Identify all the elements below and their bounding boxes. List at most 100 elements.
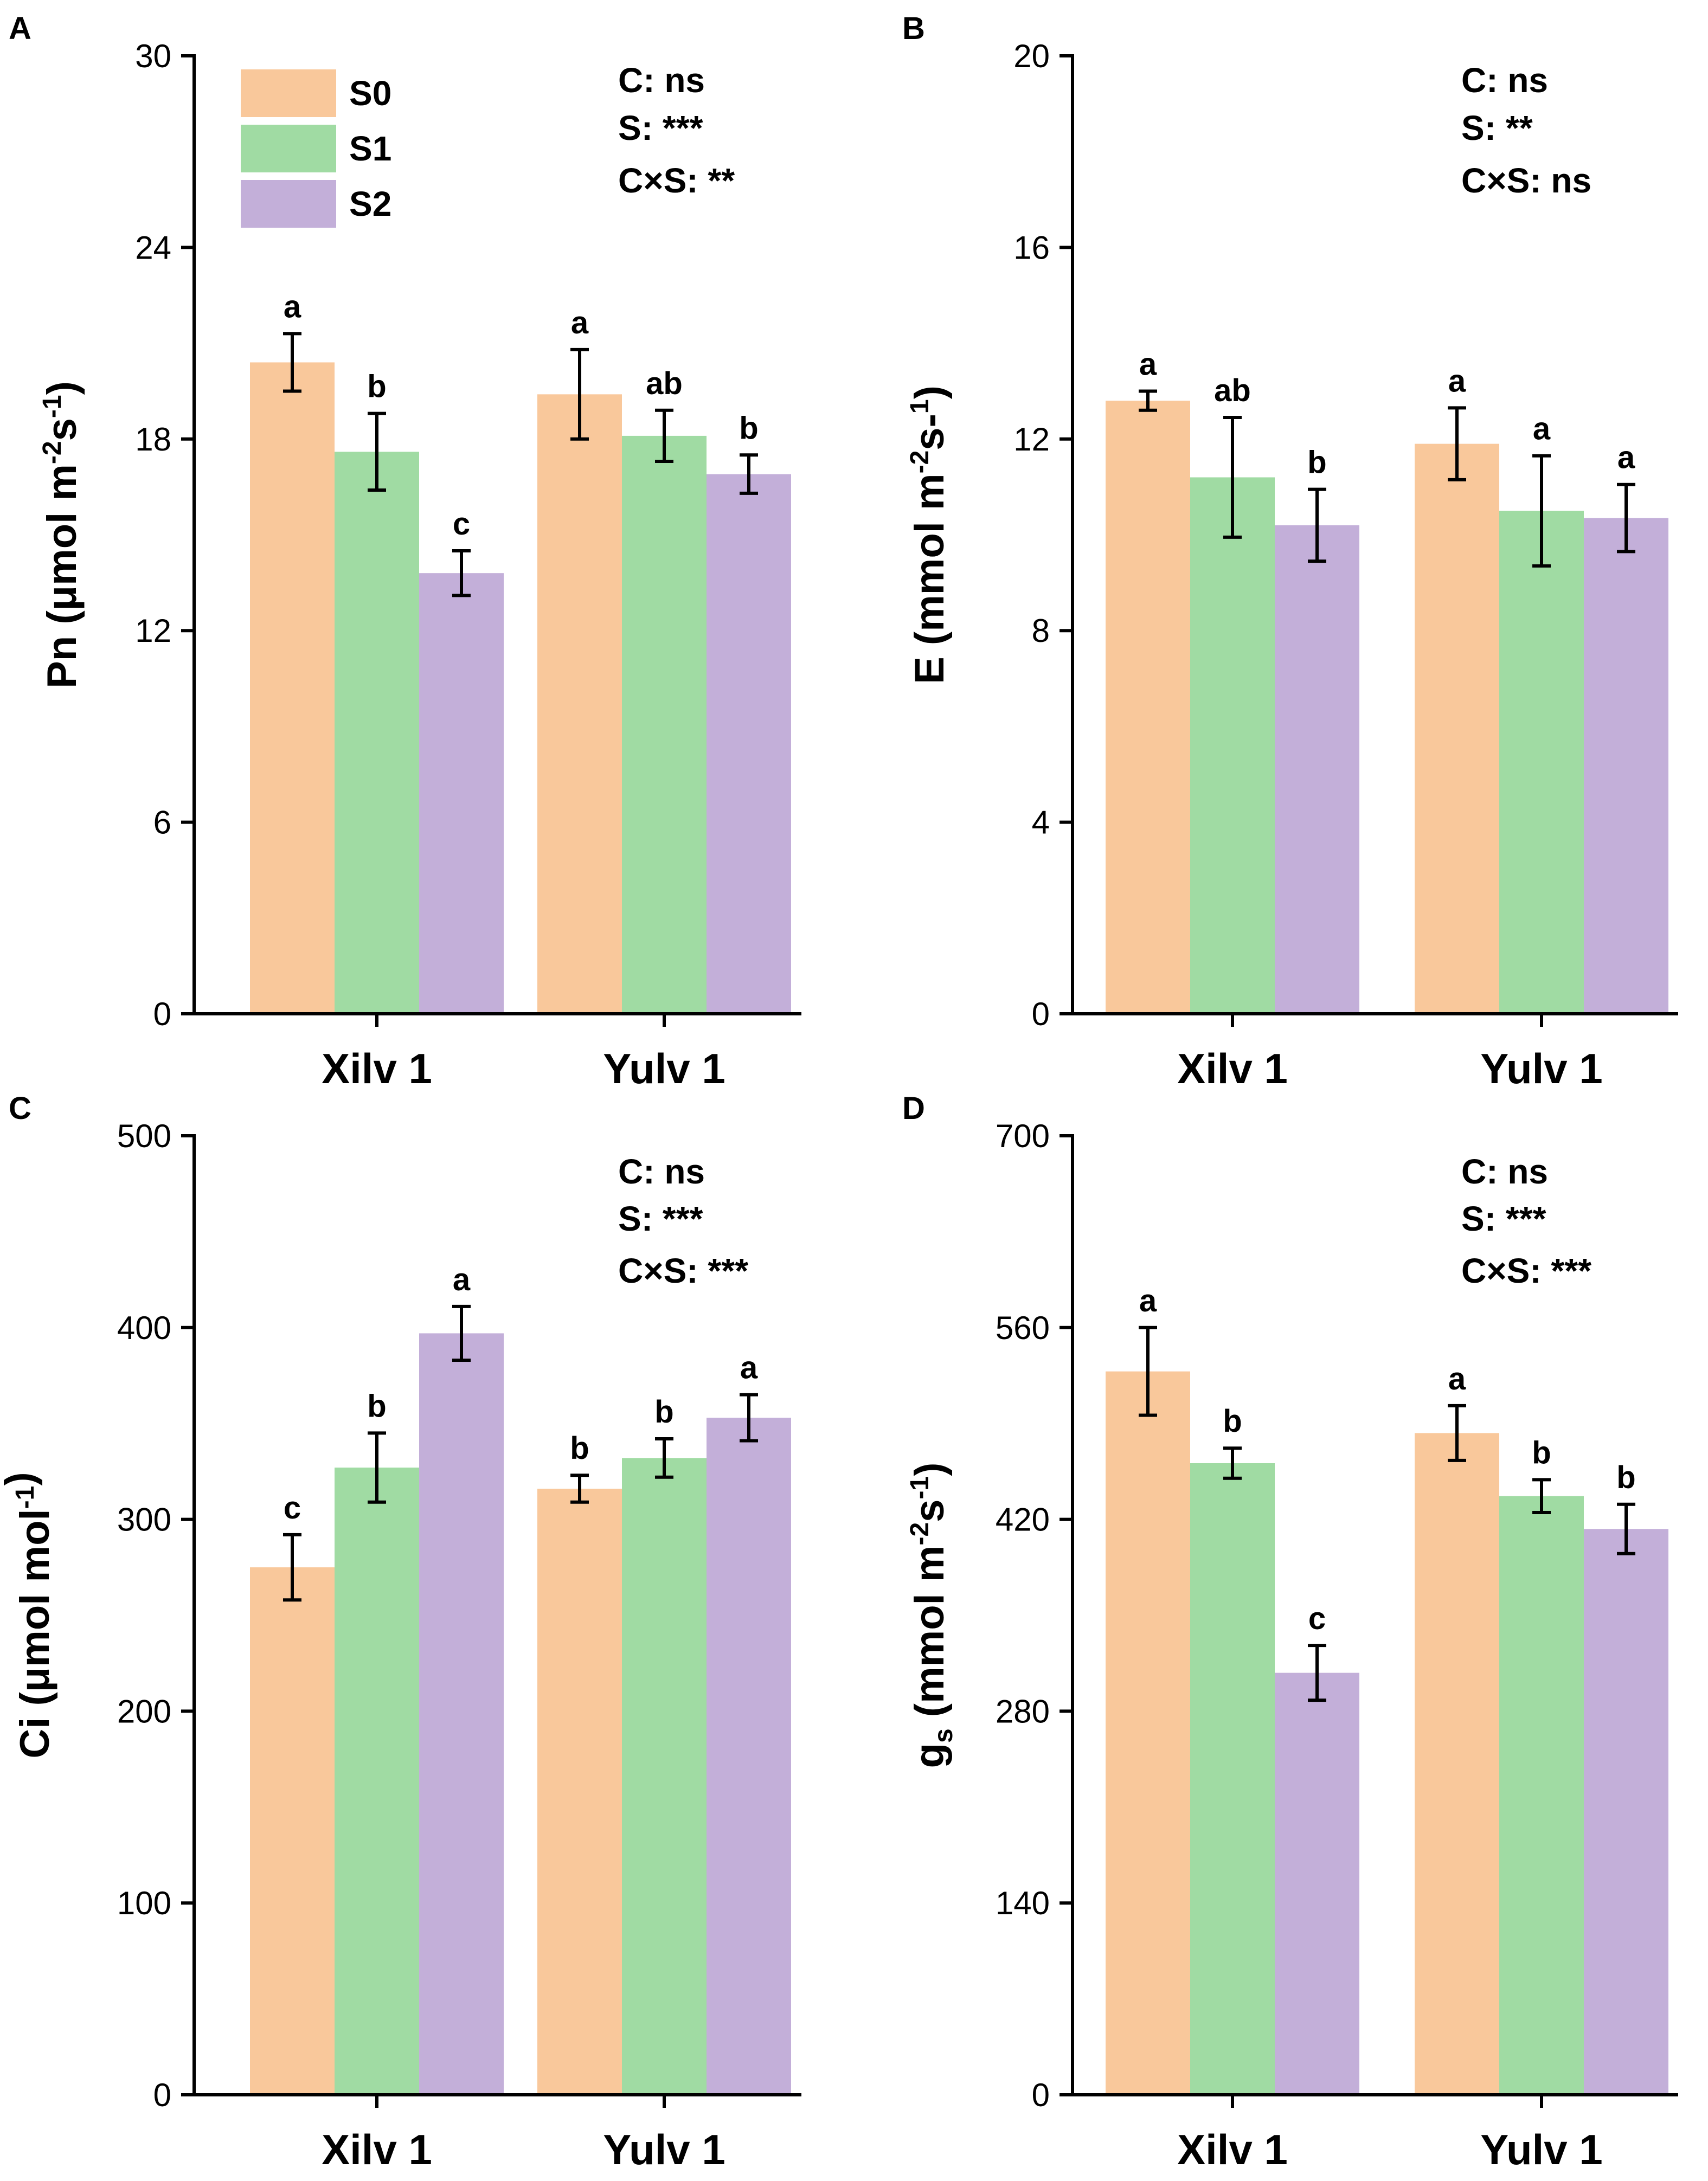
error-bar <box>368 411 386 492</box>
stat-annotation: S: *** <box>618 1199 703 1238</box>
significance-letter: ab <box>646 366 683 401</box>
stat-annotation: S: ** <box>1461 108 1533 147</box>
y-tick-label: 0 <box>153 996 171 1032</box>
error-bar <box>452 1304 471 1362</box>
significance-letter: b <box>1616 1460 1635 1495</box>
y-axis-title-text: ) <box>907 1463 953 1476</box>
bar-s0-yulv1 <box>1415 443 1499 1014</box>
y-axis-title-text: Ci (μmol mol <box>12 1509 58 1758</box>
y-tick-label: 0 <box>153 2077 171 2113</box>
significance-letter: a <box>1448 1361 1466 1397</box>
significance-letter: b <box>739 410 758 446</box>
error-bar <box>740 1393 758 1443</box>
legend-label-s2: S2 <box>349 184 391 223</box>
bar-s1-xilv1 <box>1190 477 1275 1014</box>
stat-annotation: C×S: *** <box>1461 1251 1591 1290</box>
stat-annotation: C: ns <box>618 1152 705 1191</box>
y-axis-title-superscript: -2 <box>38 441 67 464</box>
legend-swatch-s0 <box>241 69 336 117</box>
y-tick-label: 100 <box>117 1885 171 1921</box>
stat-annotation: C×S: ** <box>618 161 735 200</box>
bar-s1-xilv1 <box>335 1468 419 2095</box>
y-tick-label: 8 <box>1032 613 1050 649</box>
error-bar <box>1223 416 1242 539</box>
significance-letter: a <box>284 289 301 324</box>
significance-letter: a <box>1139 1283 1157 1318</box>
panel-letter: A <box>9 11 31 46</box>
bar-s1-xilv1 <box>1190 1463 1275 2095</box>
y-axis-title-text: s <box>907 1500 953 1522</box>
y-axis-title-text: E (mmol m <box>907 473 953 684</box>
y-tick-label: 200 <box>117 1693 171 1729</box>
significance-letter: b <box>1532 1435 1551 1470</box>
bar-s0-yulv1 <box>537 1488 622 2095</box>
panel-letter: B <box>902 11 925 46</box>
y-axis-title-subscript: s <box>929 1728 958 1743</box>
y-axis-title-text: g <box>907 1743 953 1768</box>
bar-s2-xilv1 <box>419 1333 504 2095</box>
y-tick-label: 12 <box>135 613 171 649</box>
legend-swatch-s2 <box>241 180 336 228</box>
error-bar <box>1308 487 1326 563</box>
bar-s2-xilv1 <box>1275 525 1359 1014</box>
error-bar <box>655 408 673 464</box>
error-bar <box>570 348 589 441</box>
y-axis-title-text: s <box>39 418 85 441</box>
y-axis-title-superscript: -2 <box>906 451 934 474</box>
stat-annotation: C: ns <box>1461 1152 1548 1191</box>
y-tick-label: 0 <box>1032 2077 1050 2113</box>
x-category-label: Yulv 1 <box>1480 2126 1602 2173</box>
y-tick-label: 24 <box>135 229 171 266</box>
bar-s2-yulv1 <box>1584 518 1668 1014</box>
error-bar <box>452 549 471 597</box>
x-category-label: Yulv 1 <box>603 1045 725 1092</box>
error-bar <box>740 453 758 495</box>
y-axis-title-text: ) <box>907 385 953 399</box>
y-axis-title-superscript: -1 <box>38 395 67 418</box>
y-tick-label: 500 <box>117 1118 171 1154</box>
legend-swatch-s1 <box>241 125 336 172</box>
bar-s0-yulv1 <box>537 394 622 1014</box>
significance-letter: b <box>570 1431 589 1466</box>
error-bar <box>1448 406 1466 481</box>
y-tick-label: 700 <box>996 1118 1050 1154</box>
bar-s2-yulv1 <box>707 474 791 1014</box>
y-axis-title: gs (mmol m-2s-1) <box>906 1463 958 1768</box>
significance-letter: a <box>1448 363 1466 398</box>
y-tick-label: 140 <box>996 1885 1050 1921</box>
y-axis-title-text: ) <box>0 1472 43 1485</box>
y-tick-label: 20 <box>1013 38 1050 74</box>
error-bar <box>655 1437 673 1479</box>
significance-letter: b <box>367 1388 386 1424</box>
y-tick-label: 280 <box>996 1693 1050 1729</box>
significance-letter: ab <box>1214 373 1251 408</box>
error-bar <box>283 1533 301 1602</box>
y-tick-label: 560 <box>996 1310 1050 1346</box>
bar-s1-yulv1 <box>622 1458 707 2095</box>
bar-s0-xilv1 <box>250 1567 335 2095</box>
y-axis-title-text: ) <box>39 381 85 395</box>
significance-letter: a <box>571 305 589 340</box>
error-bar <box>368 1431 386 1504</box>
x-category-label: Yulv 1 <box>1480 1045 1602 1092</box>
y-tick-label: 0 <box>1032 996 1050 1032</box>
error-bar <box>1448 1404 1466 1462</box>
bar-s2-yulv1 <box>1584 1529 1668 2095</box>
error-bar <box>1532 1478 1551 1514</box>
significance-letter: a <box>1617 440 1635 475</box>
y-tick-label: 6 <box>153 805 171 841</box>
bar-s1-xilv1 <box>335 452 419 1014</box>
bar-s2-xilv1 <box>1275 1672 1359 2095</box>
y-tick-label: 400 <box>117 1310 171 1346</box>
y-axis-title-text: (mmol m <box>907 1546 953 1729</box>
x-category-label: Xilv 1 <box>322 1045 432 1092</box>
y-tick-label: 420 <box>996 1502 1050 1538</box>
stat-annotation: C×S: ns <box>1461 161 1591 200</box>
bar-s0-xilv1 <box>1106 401 1190 1014</box>
bar-s1-yulv1 <box>622 435 707 1014</box>
significance-letter: b <box>367 369 386 404</box>
legend-label-s0: S0 <box>349 74 391 113</box>
